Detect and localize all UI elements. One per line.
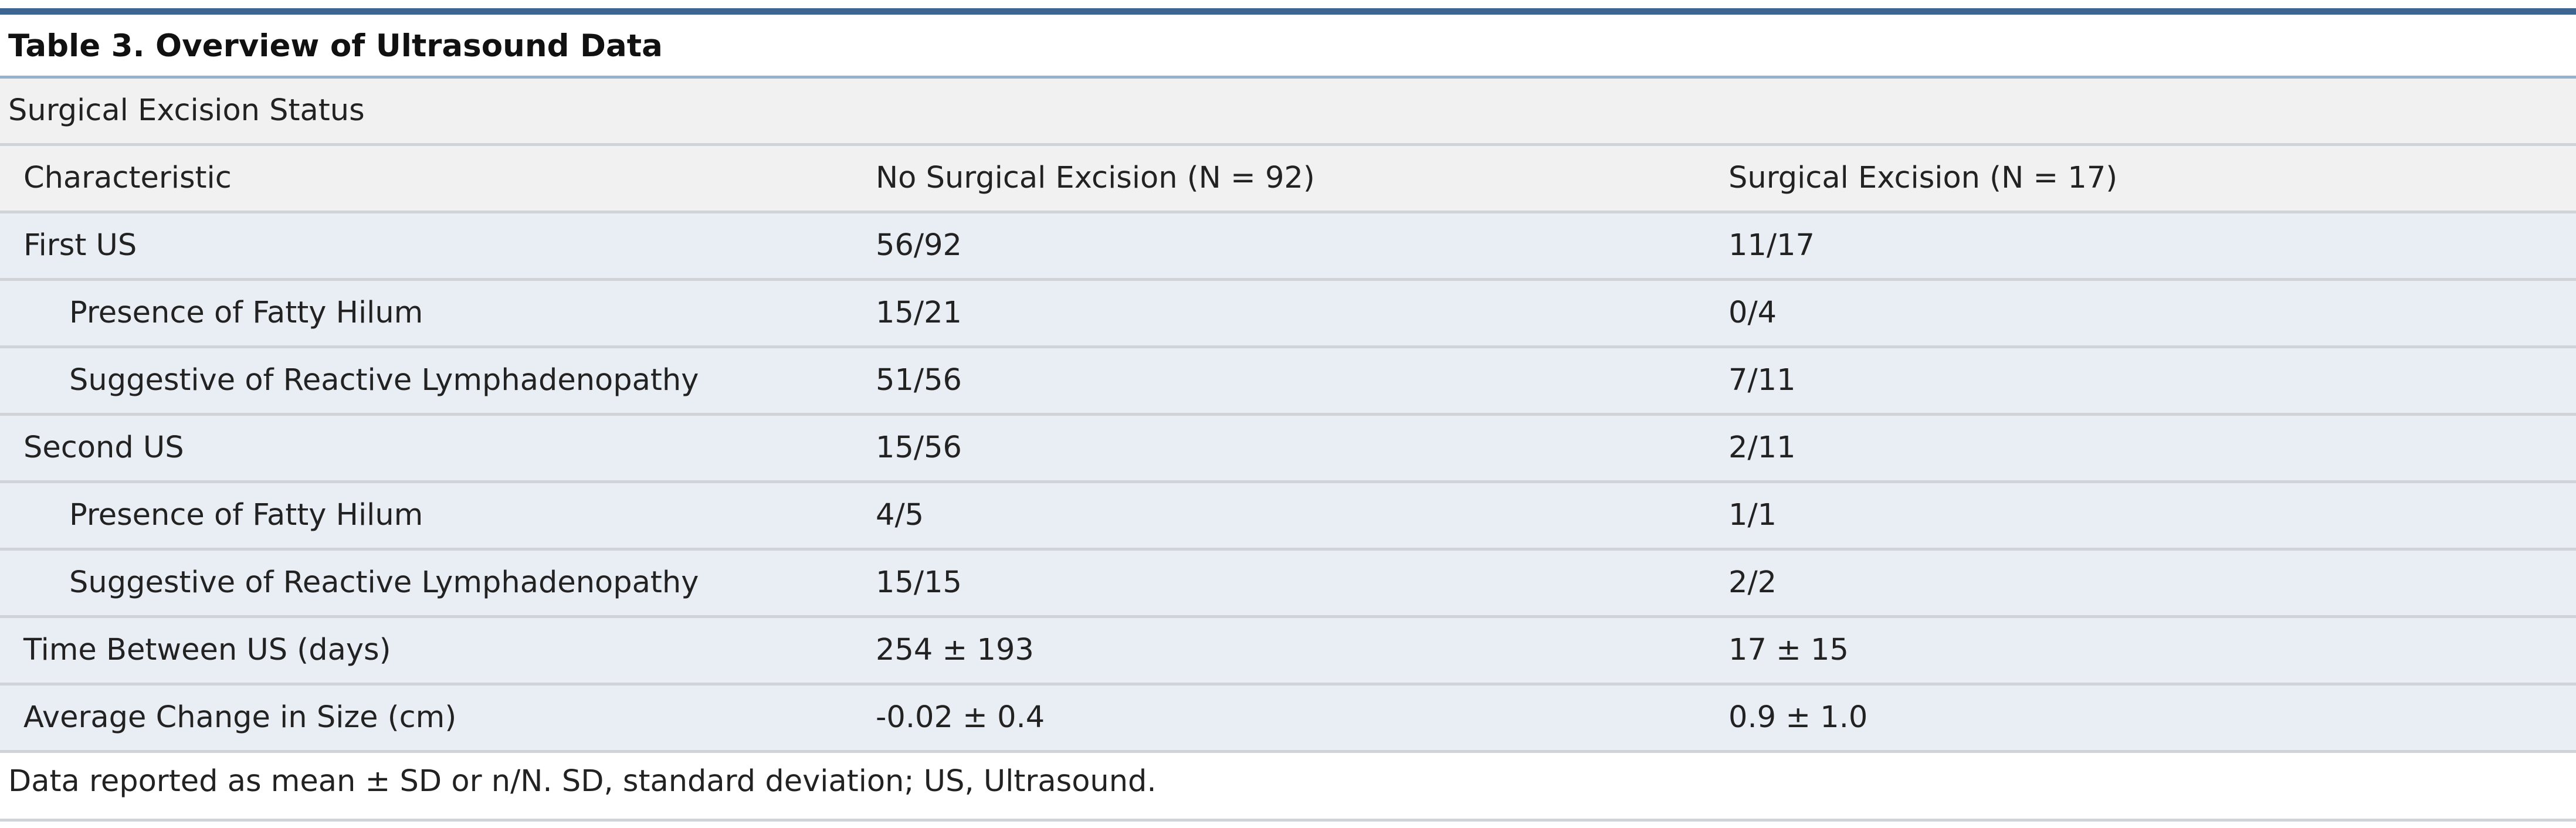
table-row: Suggestive of Reactive Lymphadenopathy 1… — [0, 551, 2576, 618]
table-row: Presence of Fatty Hilum 15/21 0/4 — [0, 281, 2576, 348]
no-excision-value: 15/15 — [876, 565, 962, 600]
no-excision-value: 56/92 — [876, 228, 962, 263]
excision-value: 2/11 — [1728, 430, 1796, 465]
column-header-surgical-excision: Surgical Excision (N = 17) — [1728, 161, 2118, 195]
top-rule — [0, 8, 2576, 15]
no-excision-value: 15/56 — [876, 430, 962, 465]
row-label: Presence of Fatty Hilum — [69, 296, 423, 330]
title-rule — [0, 76, 2576, 79]
banner-cell: Surgical Excision Status — [8, 93, 365, 128]
table-footnote: Data reported as mean ± SD or n/N. SD, s… — [8, 764, 1157, 799]
no-excision-value: 15/21 — [876, 296, 962, 330]
excision-value: 11/17 — [1728, 228, 1815, 263]
excision-value: 7/11 — [1728, 363, 1796, 398]
excision-value: 17 ± 15 — [1728, 633, 1849, 667]
table-title: Table 3. Overview of Ultrasound Data — [8, 28, 663, 64]
table-header-row: Characteristic No Surgical Excision (N =… — [0, 146, 2576, 213]
no-excision-value: 51/56 — [876, 363, 962, 398]
table-row: Second US 15/56 2/11 — [0, 416, 2576, 483]
excision-value: 1/1 — [1728, 498, 1777, 532]
row-label: Suggestive of Reactive Lymphadenopathy — [69, 565, 699, 600]
no-excision-value: 254 ± 193 — [876, 633, 1034, 667]
table-row: Presence of Fatty Hilum 4/5 1/1 — [0, 483, 2576, 551]
row-label: Second US — [23, 430, 184, 465]
table-row: Average Change in Size (cm) -0.02 ± 0.4 … — [0, 686, 2576, 753]
ultrasound-data-table: Surgical Excision Status Characteristic … — [0, 79, 2576, 753]
column-header-characteristic: Characteristic — [23, 161, 232, 195]
row-label: Presence of Fatty Hilum — [69, 498, 423, 532]
table-row: Time Between US (days) 254 ± 193 17 ± 15 — [0, 618, 2576, 686]
row-label: Average Change in Size (cm) — [23, 700, 457, 735]
excision-value: 2/2 — [1728, 565, 1777, 600]
no-excision-value: 4/5 — [876, 498, 924, 532]
no-excision-value: -0.02 ± 0.4 — [876, 700, 1045, 735]
excision-value: 0/4 — [1728, 296, 1777, 330]
table-banner-row: Surgical Excision Status — [0, 79, 2576, 146]
excision-value: 0.9 ± 1.0 — [1728, 700, 1868, 735]
row-label: Suggestive of Reactive Lymphadenopathy — [69, 363, 699, 398]
table-row: Suggestive of Reactive Lymphadenopathy 5… — [0, 348, 2576, 416]
row-label: Time Between US (days) — [23, 633, 391, 667]
table-row: First US 56/92 11/17 — [0, 213, 2576, 281]
bottom-rule — [0, 819, 2576, 822]
row-label: First US — [23, 228, 137, 263]
column-header-no-surgical-excision: No Surgical Excision (N = 92) — [876, 161, 1315, 195]
